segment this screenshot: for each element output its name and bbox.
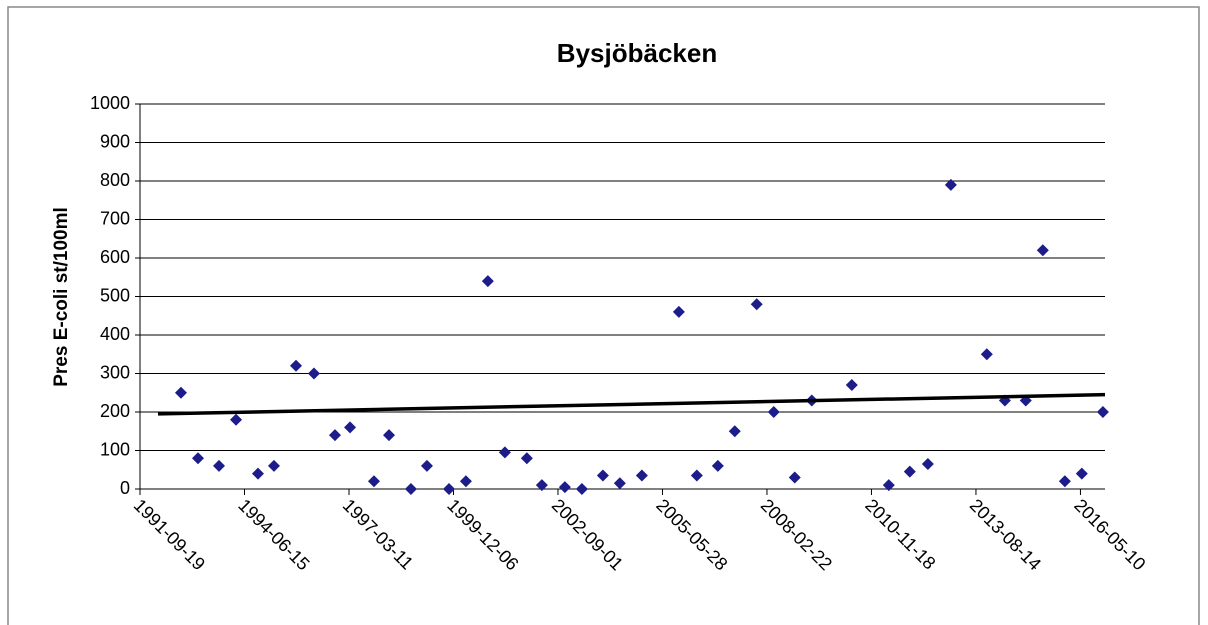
y-tick-label: 800 [100,170,130,190]
data-point [558,481,571,494]
data-point [442,483,455,495]
data-point [711,459,724,472]
data-point [367,475,380,488]
data-point [750,298,763,311]
data-point [212,459,225,472]
data-point [459,475,472,488]
y-axis-label: Pres E-coli st/100ml [51,207,72,387]
data-point [767,406,780,418]
data-point [328,429,341,442]
data-point [728,425,741,438]
data-point [498,446,511,459]
data-point [980,348,993,361]
data-point [1058,475,1071,488]
y-tick-label: 200 [100,401,130,421]
y-tick-label: 900 [100,131,130,151]
y-tick-label: 600 [100,247,130,267]
data-point [575,483,588,495]
y-tick-label: 0 [120,478,130,498]
data-point [635,469,648,482]
data-point [420,459,433,472]
data-point [921,457,934,470]
data-point [944,178,957,191]
data-point [267,459,280,472]
chart-title: Bysjöbäcken [557,38,717,68]
data-point [520,452,533,465]
y-tick-label: 100 [100,439,130,459]
data-point [404,483,417,495]
data-point [1096,406,1109,418]
y-tick-label: 1000 [90,93,130,113]
data-point [672,305,685,318]
data-point [307,367,320,380]
data-point [191,452,204,465]
y-tick-label: 300 [100,362,130,382]
data-point [344,421,357,434]
data-point [383,429,396,442]
data-point [596,469,609,482]
y-tick-label: 500 [100,285,130,305]
y-tick-label: 400 [100,324,130,344]
chart-border [7,6,1200,625]
y-tick-label: 700 [100,208,130,228]
data-point [903,465,916,478]
data-point [481,275,494,288]
data-point [845,379,858,392]
data-point [690,469,703,482]
data-point [535,479,548,492]
data-point [788,471,801,484]
data-point [882,479,895,492]
data-point [1036,244,1049,257]
data-point [1075,467,1088,480]
data-point [251,467,264,480]
data-point [290,359,303,372]
data-point [613,477,626,490]
trend-line [157,392,1106,416]
data-point [174,386,187,399]
data-point [230,413,243,426]
